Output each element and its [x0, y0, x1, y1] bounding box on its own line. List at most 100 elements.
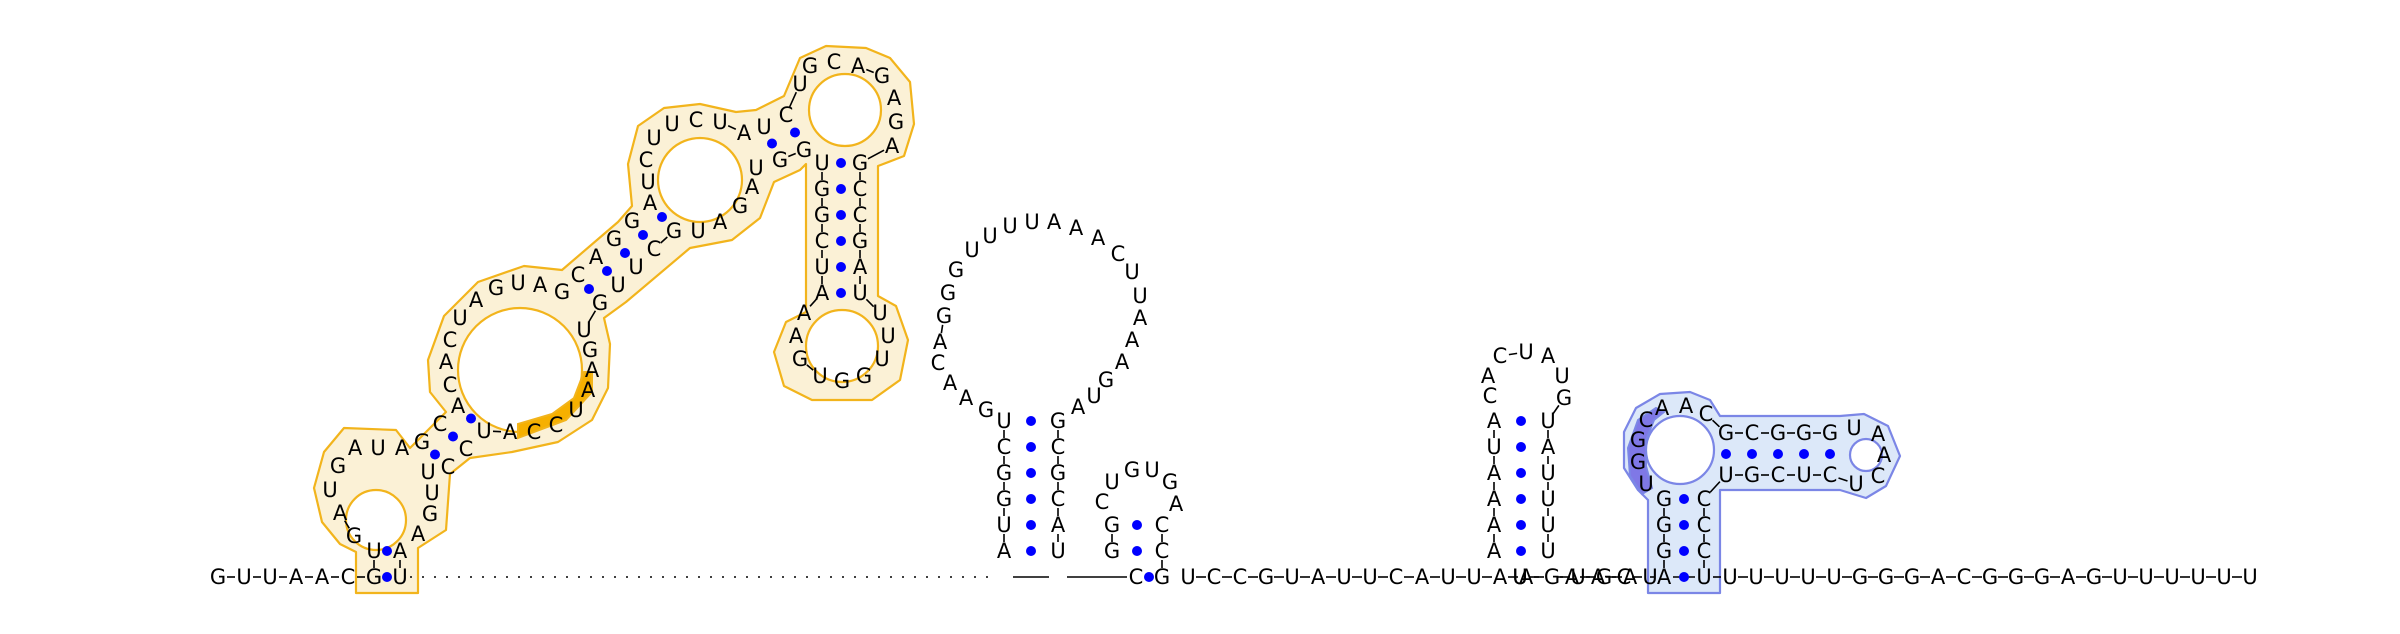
base-pair-dot [657, 212, 667, 222]
nucleotide-s6r4: C [1051, 435, 1066, 459]
nucleotide-i2d: U [452, 306, 467, 330]
tail1-nucleotide-9: A [1415, 565, 1430, 589]
nucleotide-s2r2: U [476, 419, 491, 443]
nucleotide-h4e: G [874, 64, 890, 88]
base-pair-dot [1679, 546, 1689, 556]
nucleotide-h8c: C [1493, 344, 1508, 368]
nucleotide-h4h: A [885, 134, 900, 158]
nucleotide-s10l0: G [1718, 421, 1734, 445]
nucleotide-s2l1: C [433, 412, 448, 436]
nucleotide-s8r5: A [1541, 435, 1556, 459]
base-pair-dot [382, 546, 392, 556]
base-pair-dot [1026, 442, 1036, 452]
nucleotide-h6q: U [1124, 260, 1139, 284]
nucleotide-s8l6: A [1487, 409, 1502, 433]
base-pair-dot [1026, 494, 1036, 504]
nucleotide-s3l0: C [571, 263, 586, 287]
nucleotide-i3r3: G [732, 194, 748, 218]
nucleotide-h9c: G [1630, 428, 1646, 452]
base-pair-dot [790, 127, 800, 138]
base-pair-dot [430, 449, 440, 460]
base-pair-dot [1679, 572, 1689, 582]
nucleotide-h8e: A [1541, 344, 1556, 368]
base-pair-dot [1747, 449, 1757, 459]
tail1-nucleotide-16: G [1596, 565, 1612, 589]
nucleotide-h6b: A [959, 386, 974, 410]
nucleotide-s9l0: A [1657, 565, 1672, 589]
nucleotide-s3l3: G [624, 209, 640, 233]
nucleotide-s8r2: U [1540, 513, 1555, 537]
backbone-segment [1508, 352, 1518, 356]
base-pair-dot [1026, 520, 1036, 530]
nucleotide-h10a: U [1846, 416, 1861, 440]
nucleotide-h10b: A [1871, 422, 1886, 446]
nucleotide-h1r3: U [424, 481, 439, 505]
nucleotide-s5l3: C [815, 229, 830, 253]
base-pair-dot [1144, 572, 1154, 582]
nucleotide-s4r1: G [796, 138, 812, 162]
nucleotide-h7b: U [1104, 470, 1119, 494]
backbone-segment [940, 324, 944, 334]
nucleotide-h4g: G [888, 110, 904, 134]
base-pair-dot [1516, 416, 1526, 426]
backbone [227, 68, 2242, 578]
nucleotide-s3l1: A [589, 245, 604, 269]
tail3-nucleotide-16: U [2138, 565, 2153, 589]
backbone-segment [1838, 477, 1848, 482]
nucleotide-b6: C [341, 565, 356, 589]
nucleotide-h5b: A [789, 324, 804, 348]
tail1-nucleotide-3: G [1258, 565, 1274, 589]
nucleotide-h6w: U [1086, 384, 1101, 408]
nucleotide-h1a: G [346, 524, 362, 548]
nucleotide-h9a: U [1638, 472, 1653, 496]
backbone-segment [788, 91, 798, 108]
nucleotide-s7l0: C [1129, 565, 1144, 589]
nucleotide-h6x: A [1071, 395, 1086, 419]
nucleotide-h6h: G [948, 258, 964, 282]
tail1-nucleotide-11: U [1466, 565, 1481, 589]
tail2-nucleotide-2: C [1617, 565, 1632, 589]
tail2-nucleotide-1: A [1591, 565, 1606, 589]
nucleotide-i2r7: G [582, 338, 598, 362]
nucleotide-s1l0: G [366, 565, 382, 589]
nucleotide-s3r2: U [628, 255, 643, 279]
nucleotide-h1r4: U [420, 460, 435, 484]
nucleotide-h1b: A [333, 501, 348, 525]
backbone-segment [809, 299, 817, 307]
nucleotide-s8l5: U [1486, 435, 1501, 459]
base-pair-dot [767, 138, 777, 149]
nucleotide-h6u: A [1115, 350, 1130, 374]
nucleotide-i2r4: U [568, 398, 583, 422]
nucleotide-s10l2: G [1770, 421, 1786, 445]
nucleotide-h8b: A [1481, 364, 1496, 388]
nucleotide-i2r3: C [549, 413, 564, 437]
nucleotide-i3f: U [712, 110, 727, 134]
base-pair-dot [448, 431, 458, 442]
tail3-nucleotide-3: U [1800, 565, 1815, 589]
backbone-segment [1709, 481, 1721, 493]
nucleotide-h7e: G [1162, 470, 1178, 494]
nucleotide-s5r2: C [853, 203, 868, 227]
nucleotide-h6r: U [1132, 284, 1147, 308]
base-pair-dot [602, 266, 612, 276]
tail1-nucleotide-7: U [1362, 565, 1377, 589]
tail2-nucleotide-3: U [1642, 565, 1657, 589]
nucleotide-s8r3: U [1540, 487, 1555, 511]
nucleotide-s10r3: U [1796, 463, 1811, 487]
tail3-nucleotide-2: U [1774, 565, 1789, 589]
nucleotide-s5r4: A [853, 255, 868, 279]
backbone-segment [587, 310, 597, 323]
nucleotide-s6r2: C [1051, 487, 1066, 511]
nucleotide-i3g: A [737, 121, 752, 145]
nucleotide-s6r0: U [1050, 539, 1065, 563]
nucleotide-h7d: U [1144, 458, 1159, 482]
base-pair-dot [584, 284, 594, 294]
nucleotide-h1e: A [348, 436, 363, 460]
tail1-nucleotide-14: G [1544, 565, 1560, 589]
nucleotide-s6l0: A [997, 539, 1012, 563]
base-pair-dot [1516, 468, 1526, 478]
base-pair-dot [1516, 546, 1526, 556]
nucleotide-h6n: A [1069, 216, 1084, 240]
tail3-nucleotide-6: G [1878, 565, 1894, 589]
